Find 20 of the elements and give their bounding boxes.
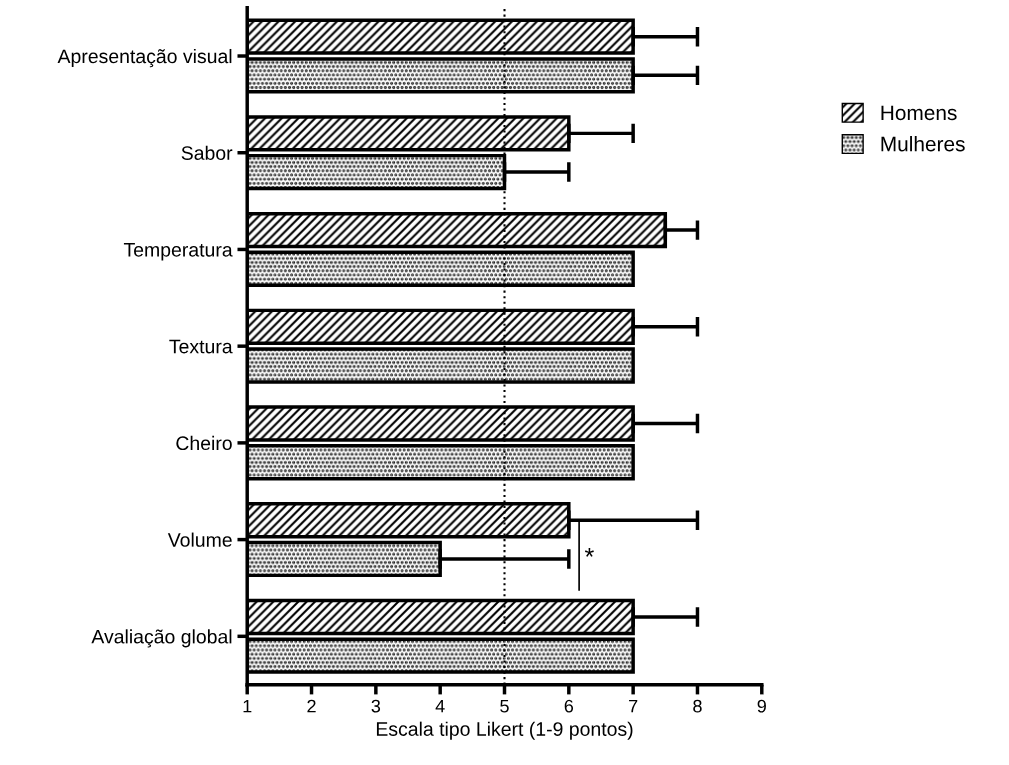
x-tick-label: 9 <box>757 699 766 713</box>
legend-label: Homens <box>881 105 957 121</box>
legend-label: Mulheres <box>881 136 965 152</box>
annotation: * <box>584 548 594 557</box>
y-tick-label: Volume <box>167 532 232 547</box>
x-tick-label: 6 <box>564 699 574 713</box>
x-tick-label: 1 <box>243 699 252 713</box>
x-tick-label: 3 <box>371 699 381 713</box>
x-tick-label: 8 <box>693 699 702 713</box>
y-tick-label: Sabor <box>181 145 233 160</box>
y-tick-label: Temperatura <box>123 243 233 261</box>
x-tick-label: 4 <box>435 699 445 713</box>
x-tick-label: 5 <box>500 699 509 713</box>
x-tick-label: 7 <box>629 699 638 713</box>
y-tick-label: Avaliação global <box>91 629 232 648</box>
x-axis-title: Escala tipo Likert (1-9 pontos) <box>376 721 633 740</box>
y-tick-label: Apresentação visual <box>57 48 232 68</box>
y-tick-label: Cheiro <box>176 435 232 451</box>
y-tick-label: Textura <box>169 339 233 354</box>
x-tick-label: 2 <box>307 699 316 713</box>
